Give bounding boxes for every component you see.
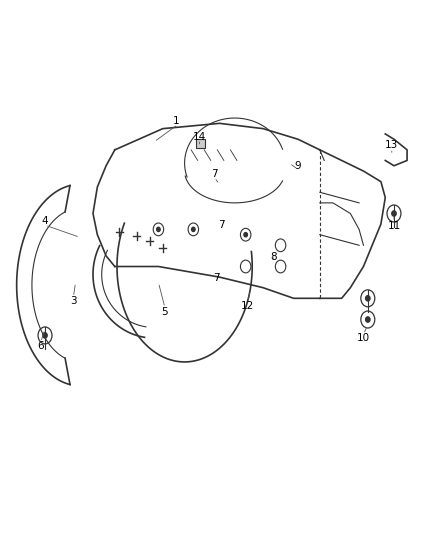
Circle shape (391, 211, 395, 216)
Text: 3: 3 (70, 296, 77, 306)
Circle shape (43, 333, 47, 338)
Circle shape (191, 227, 194, 231)
Text: 11: 11 (386, 221, 400, 231)
Text: 10: 10 (356, 333, 369, 343)
Text: 7: 7 (217, 220, 224, 230)
Text: 13: 13 (384, 140, 398, 150)
Text: 8: 8 (270, 253, 277, 262)
FancyBboxPatch shape (195, 139, 205, 148)
Text: 4: 4 (42, 216, 48, 227)
Text: 1: 1 (172, 116, 179, 126)
Text: 6: 6 (37, 341, 44, 351)
Circle shape (365, 317, 369, 322)
Circle shape (156, 227, 160, 231)
Circle shape (244, 232, 247, 237)
Text: 12: 12 (240, 301, 254, 311)
Text: 9: 9 (294, 161, 300, 171)
Circle shape (365, 296, 369, 301)
Text: 7: 7 (211, 169, 217, 179)
Text: 7: 7 (212, 273, 219, 283)
Text: 14: 14 (193, 132, 206, 142)
Text: 5: 5 (161, 306, 168, 317)
